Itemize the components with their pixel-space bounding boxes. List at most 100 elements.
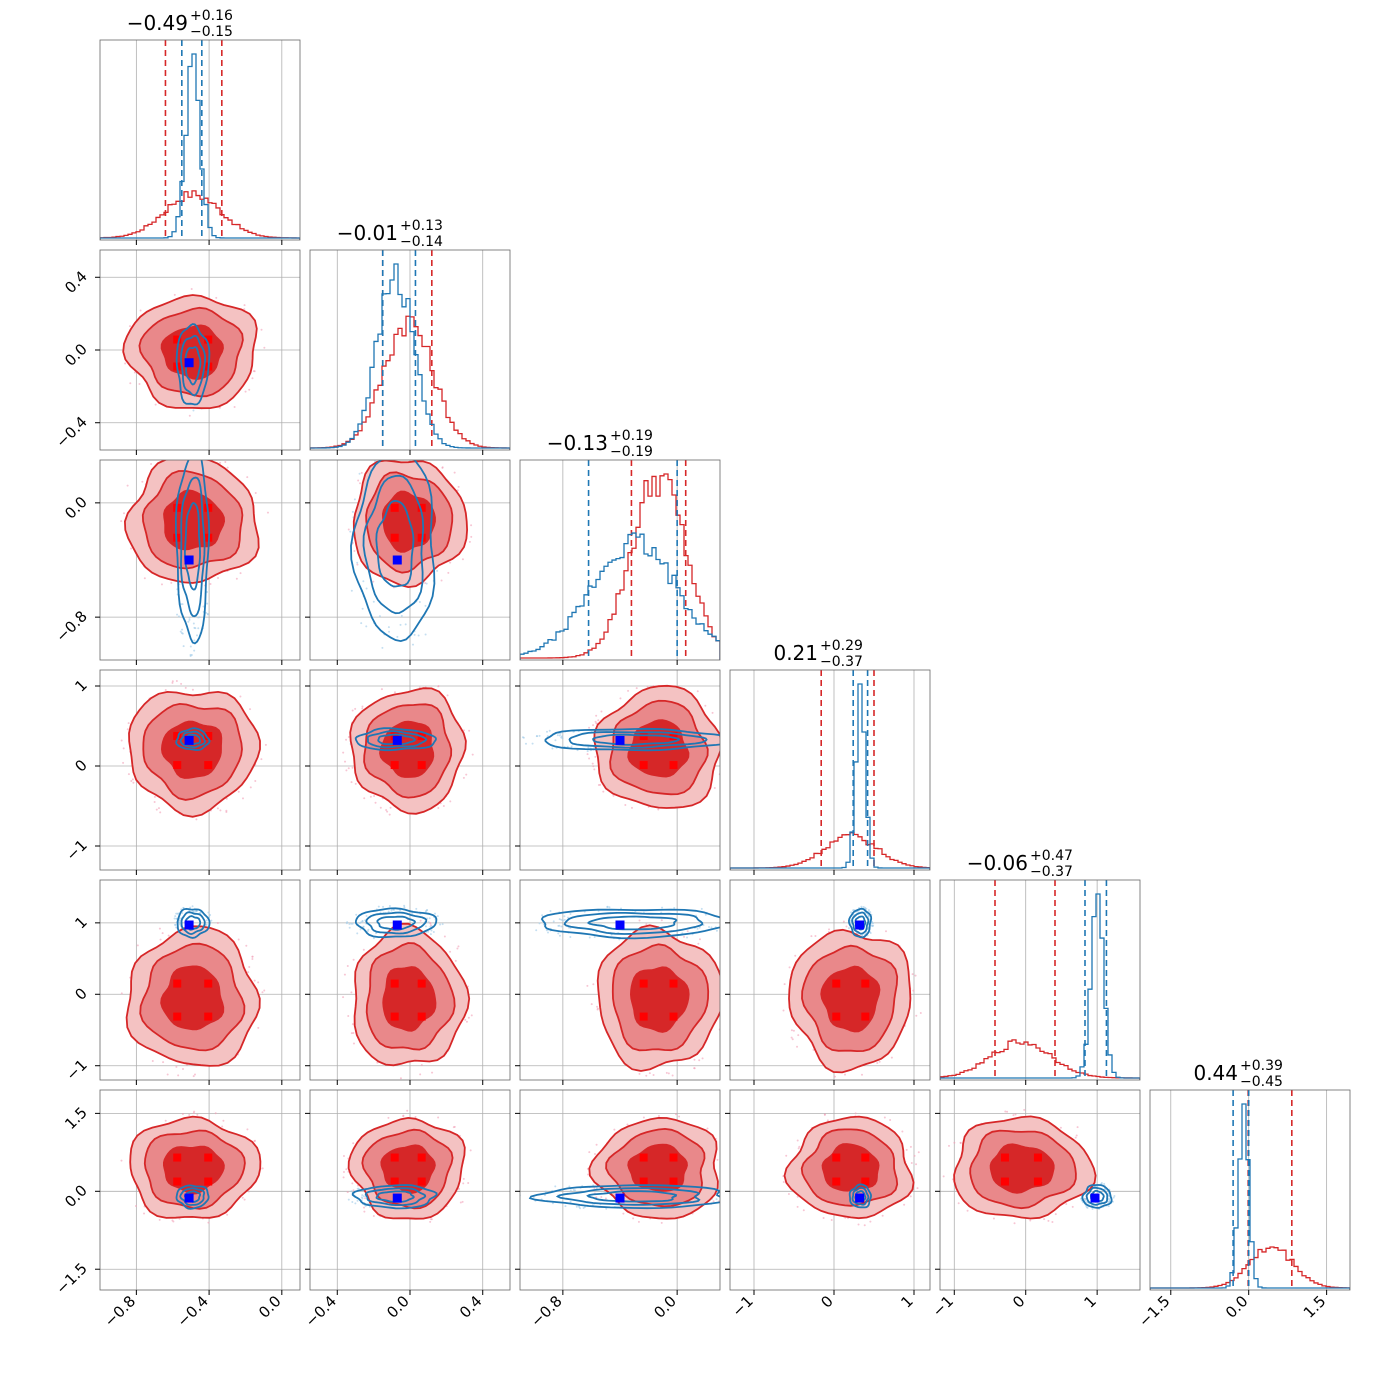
scatter-point bbox=[353, 550, 356, 553]
scatter-point bbox=[386, 455, 388, 457]
scatter-point bbox=[348, 923, 351, 926]
scatter-point bbox=[351, 709, 354, 712]
scatter-point bbox=[429, 922, 432, 925]
marker-red bbox=[173, 1012, 182, 1021]
scatter-point bbox=[192, 1112, 195, 1115]
scatter-point bbox=[246, 1128, 249, 1131]
scatter-point bbox=[261, 1167, 264, 1170]
scatter-point bbox=[226, 1213, 229, 1216]
panel-3-3 bbox=[729, 669, 931, 875]
marker-red bbox=[417, 1012, 426, 1021]
scatter-point bbox=[352, 958, 355, 961]
scatter-point bbox=[129, 382, 132, 385]
panel-content bbox=[310, 250, 510, 450]
marker-red bbox=[204, 732, 213, 740]
scatter-point bbox=[345, 738, 348, 741]
marker-truth bbox=[615, 920, 625, 930]
contour-blue bbox=[375, 499, 415, 588]
panel-content bbox=[940, 880, 1140, 1080]
scatter-point bbox=[791, 1038, 794, 1041]
scatter-point bbox=[403, 906, 406, 909]
scatter-point bbox=[648, 1072, 651, 1075]
scatter-point bbox=[586, 750, 589, 753]
scatter-point bbox=[352, 1032, 355, 1035]
scatter-point bbox=[350, 589, 353, 592]
contour-blue bbox=[377, 733, 416, 746]
scatter-point bbox=[122, 761, 125, 764]
scatter-point bbox=[693, 1058, 696, 1061]
panel-content bbox=[730, 880, 930, 1080]
marker-red bbox=[1033, 1153, 1042, 1162]
scatter-point bbox=[219, 461, 222, 464]
panel-4-1 bbox=[305, 879, 511, 1085]
scatter-point bbox=[357, 479, 360, 482]
scatter-point bbox=[130, 779, 133, 782]
scatter-point bbox=[914, 974, 917, 977]
scatter-point bbox=[860, 905, 863, 908]
panel-content bbox=[100, 880, 300, 1080]
panel-0-0 bbox=[99, 39, 301, 245]
panel-background bbox=[730, 670, 930, 870]
tick-label-x: 0 bbox=[817, 1292, 836, 1311]
tick-label-y: 1.5 bbox=[61, 1103, 91, 1133]
scatter-point bbox=[173, 917, 176, 920]
scatter-point bbox=[522, 736, 525, 739]
title-lower-error: −0.45 bbox=[1240, 1074, 1283, 1090]
contour-blue bbox=[179, 730, 206, 749]
scatter-point bbox=[136, 944, 139, 947]
scatter-point bbox=[538, 734, 541, 737]
scatter-point bbox=[830, 1218, 833, 1221]
scatter-point bbox=[225, 797, 228, 800]
scatter-point bbox=[399, 452, 401, 454]
scatter-point bbox=[379, 806, 382, 809]
scatter-point bbox=[826, 1119, 829, 1122]
scatter-point bbox=[453, 1125, 456, 1128]
scatter-point bbox=[459, 1201, 462, 1204]
scatter-point bbox=[342, 1171, 345, 1174]
title-lower-error: −0.19 bbox=[610, 444, 653, 460]
scatter-point bbox=[388, 905, 391, 908]
scatter-point bbox=[592, 724, 595, 727]
scatter-point bbox=[192, 622, 195, 625]
scatter-point bbox=[716, 1158, 719, 1161]
scatter-point bbox=[554, 1185, 557, 1188]
panel-3-2 bbox=[515, 669, 721, 875]
scatter-point bbox=[546, 735, 549, 738]
scatter-point bbox=[203, 452, 205, 454]
scatter-point bbox=[177, 912, 180, 915]
scatter-point bbox=[916, 1187, 919, 1190]
scatter-point bbox=[251, 957, 254, 960]
scatter-point bbox=[415, 907, 418, 910]
panel-1-0 bbox=[95, 249, 301, 455]
scatter-point bbox=[790, 1036, 793, 1039]
tick-label-x: 0.4 bbox=[456, 1292, 486, 1322]
scatter-point bbox=[239, 572, 242, 575]
scatter-point bbox=[725, 1196, 727, 1198]
scatter-point bbox=[862, 905, 865, 908]
scatter-point bbox=[901, 1130, 904, 1133]
scatter-point bbox=[363, 1210, 366, 1213]
scatter-point bbox=[785, 1154, 788, 1157]
marker-red bbox=[861, 1177, 870, 1186]
scatter-point bbox=[161, 932, 164, 935]
scatter-point bbox=[354, 1202, 357, 1205]
tick-label-y: 1 bbox=[71, 913, 90, 932]
tick-label-x: −1 bbox=[929, 1292, 957, 1320]
tick-label-x: 0.0 bbox=[1222, 1292, 1252, 1322]
scatter-point bbox=[122, 747, 125, 750]
scatter-point bbox=[237, 938, 240, 941]
scatter-point bbox=[560, 925, 563, 928]
scatter-point bbox=[558, 734, 561, 737]
scatter-point bbox=[216, 807, 219, 810]
scatter-point bbox=[342, 1155, 345, 1158]
title-lower-error: −0.14 bbox=[400, 234, 443, 250]
panel-frame bbox=[99, 1089, 301, 1291]
scatter-point bbox=[181, 1113, 184, 1116]
scatter-point bbox=[254, 492, 257, 495]
scatter-point bbox=[602, 790, 605, 793]
scatter-point bbox=[357, 1187, 360, 1190]
scatter-point bbox=[217, 576, 220, 579]
scatter-point bbox=[726, 1203, 728, 1205]
scatter-point bbox=[903, 1203, 906, 1206]
scatter-point bbox=[373, 795, 376, 798]
